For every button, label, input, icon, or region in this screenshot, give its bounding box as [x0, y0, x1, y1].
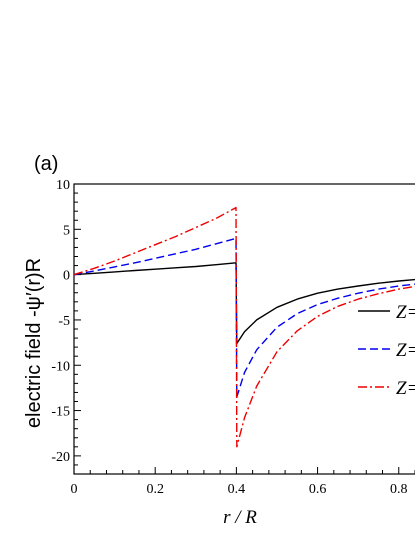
- x-axis-label: r / R: [223, 507, 257, 528]
- plot-frame: [73, 183, 415, 475]
- y-axis-label: electric field -ψ′(r)R: [23, 258, 45, 428]
- y-tick-label: -15: [51, 405, 70, 420]
- y-tick-label: -10: [51, 359, 70, 374]
- series-lines: [73, 206, 415, 448]
- x-tick-label: 0.4: [228, 482, 246, 497]
- legend-label-2: Z=: [396, 340, 415, 361]
- series-line-2: [73, 237, 415, 398]
- x-tick-label: 0.6: [309, 482, 327, 497]
- y-tick-label: 0: [63, 269, 70, 284]
- y-tick-label: 10: [56, 178, 70, 193]
- y-tick-label: -5: [58, 314, 70, 329]
- plot-area: [73, 183, 415, 475]
- x-tick-label: 0: [71, 482, 78, 497]
- legend: Z= Z= Z=: [358, 302, 415, 399]
- series-line-3: [73, 206, 415, 448]
- legend-label-1: Z=: [396, 302, 415, 323]
- x-tick-label: 0.2: [146, 482, 164, 497]
- x-tick-label: 0.8: [390, 482, 408, 497]
- y-tick-label: -20: [51, 450, 70, 465]
- legend-label-3: Z=: [396, 378, 415, 399]
- series-line-1: [73, 262, 415, 345]
- y-axis-ticks: 10 5 0 -5 -10 -15 -20: [51, 178, 81, 475]
- y-tick-label: 5: [63, 223, 70, 238]
- panel-label: (a): [34, 153, 58, 175]
- x-axis-ticks: 0 0.2 0.4 0.6 0.8: [71, 467, 415, 497]
